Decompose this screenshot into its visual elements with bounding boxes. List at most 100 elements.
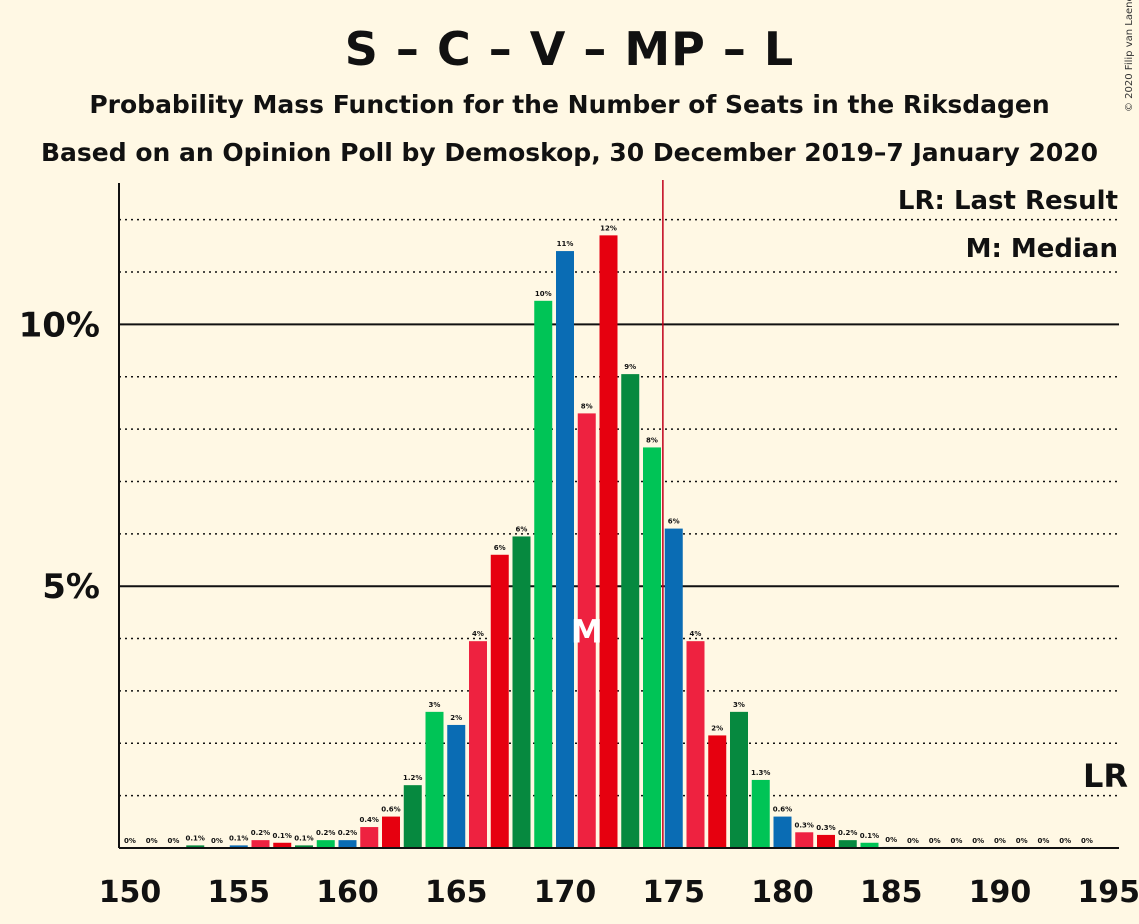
bar-label-186: 0% — [907, 837, 919, 845]
bar-seat-178 — [730, 711, 748, 848]
bar-label-163: 1.2% — [403, 774, 422, 782]
bar-seat-163 — [403, 785, 422, 848]
bar-label-189: 0% — [972, 837, 984, 845]
bar-label-191: 0% — [1016, 837, 1028, 845]
bar-seat-174 — [643, 447, 661, 848]
bar-label-155: 0.1% — [229, 834, 248, 842]
x-tick-label: 195 — [1077, 875, 1139, 910]
bar-label-174: 8% — [646, 436, 658, 444]
y-tick-label: 5% — [42, 567, 100, 607]
bar-label-173: 9% — [624, 363, 636, 371]
bar-seat-161 — [360, 827, 379, 848]
bar-seat-170 — [556, 251, 574, 848]
y-tick-label: 10% — [19, 305, 100, 345]
bar-label-178: 3% — [733, 701, 745, 709]
bar-label-161: 0.4% — [360, 816, 379, 824]
bar-label-187: 0% — [929, 837, 941, 845]
bar-seat-182 — [817, 834, 835, 848]
bar-label-188: 0% — [951, 837, 963, 845]
bar-label-184: 0.1% — [860, 832, 879, 840]
bar-label-164: 3% — [429, 701, 441, 709]
x-tick-label: 190 — [969, 875, 1032, 910]
bar-label-179: 1.3% — [751, 769, 770, 777]
bar-seat-167 — [490, 554, 509, 848]
bar-label-153: 0.1% — [186, 834, 205, 842]
bar-seat-156 — [251, 840, 270, 848]
bar-seat-183 — [838, 840, 857, 848]
bar-label-176: 4% — [690, 630, 702, 638]
bar-label-169: 10% — [535, 290, 552, 298]
bar-label-158: 0.1% — [294, 834, 313, 842]
x-tick-label: 185 — [860, 875, 923, 910]
bar-label-194: 0% — [1081, 837, 1093, 845]
bar-labels-group: 0% 0% 0% 0.1% 0% 0.1%0.2% 0.1% 0.1%0.2% 0.2%0.4%… — [124, 224, 1093, 845]
bar-seat-169 — [534, 300, 553, 849]
x-tick-label: 155 — [207, 875, 270, 910]
bar-seat-166 — [469, 641, 487, 848]
bar-seat-168 — [512, 536, 531, 848]
bar-label-193: 0% — [1059, 837, 1071, 845]
x-tick-label: 165 — [425, 875, 488, 910]
bar-label-166: 4% — [472, 630, 484, 638]
bar-label-151: 0% — [146, 837, 158, 845]
bar-seat-181 — [795, 832, 814, 848]
bars-group — [186, 235, 901, 849]
bar-seat-162 — [382, 816, 400, 848]
chart-title: S – C – V – MP – L — [344, 22, 795, 76]
bar-seat-171 — [577, 413, 596, 848]
bar-label-167: 6% — [494, 544, 506, 552]
bar-label-154: 0% — [211, 837, 223, 845]
bar-label-172: 12% — [600, 224, 617, 232]
bar-seat-160 — [338, 840, 357, 848]
bar-label-171: 8% — [581, 402, 593, 410]
bar-label-165: 2% — [450, 714, 462, 722]
bar-seat-153 — [186, 845, 205, 848]
bar-label-182: 0.3% — [816, 824, 835, 832]
bar-seat-175 — [664, 528, 683, 848]
bar-seat-173 — [621, 374, 640, 848]
bar-label-152: 0% — [168, 837, 180, 845]
bar-label-150: 0% — [124, 837, 136, 845]
bar-label-156: 0.2% — [251, 829, 270, 837]
bar-label-162: 0.6% — [381, 806, 400, 814]
bar-label-170: 11% — [557, 240, 574, 248]
bar-seat-184 — [860, 842, 879, 848]
bar-seat-177 — [708, 735, 727, 848]
bar-label-175: 6% — [668, 518, 680, 526]
legend: LR: Last Result M: Median — [898, 186, 1118, 264]
bar-label-190: 0% — [994, 837, 1006, 845]
legend-last-result: LR: Last Result — [898, 186, 1118, 216]
bar-seat-159 — [316, 840, 335, 848]
chart-subtitle-source: Based on an Opinion Poll by Demoskop, 30… — [40, 138, 1099, 167]
bar-seat-155 — [229, 845, 248, 848]
x-tick-label: 180 — [751, 875, 814, 910]
bar-label-168: 6% — [516, 525, 528, 533]
bar-seat-172 — [599, 235, 618, 849]
bar-label-180: 0.6% — [773, 806, 792, 814]
bar-seat-164 — [425, 711, 444, 848]
bar-label-183: 0.2% — [838, 829, 857, 837]
last-result-marker: LR — [1083, 757, 1128, 795]
x-tick-label: 150 — [99, 875, 162, 910]
bar-label-185: 0% — [885, 836, 897, 844]
bar-label-192: 0% — [1038, 837, 1050, 845]
bar-label-160: 0.2% — [338, 829, 357, 837]
bar-label-177: 2% — [711, 724, 723, 732]
x-tick-label: 170 — [534, 875, 597, 910]
bar-label-157: 0.1% — [273, 832, 292, 840]
chart-subtitle: Probability Mass Function for the Number… — [89, 90, 1050, 119]
bar-seat-165 — [447, 724, 466, 848]
x-tick-label: 160 — [316, 875, 379, 910]
bar-seat-157 — [273, 842, 292, 848]
bar-seat-179 — [751, 779, 770, 848]
legend-median: M: Median — [966, 234, 1118, 264]
axes-group: LR 5% 10% 150 155 160 165 170 175 180 185 190 195 — [19, 180, 1139, 910]
bar-seat-180 — [773, 816, 792, 848]
bar-seat-158 — [295, 845, 313, 848]
grid-lines — [119, 218, 1119, 797]
bar-label-159: 0.2% — [316, 829, 335, 837]
bar-label-181: 0.3% — [795, 821, 814, 829]
x-tick-label: 175 — [642, 875, 705, 910]
bar-seat-176 — [686, 641, 705, 848]
